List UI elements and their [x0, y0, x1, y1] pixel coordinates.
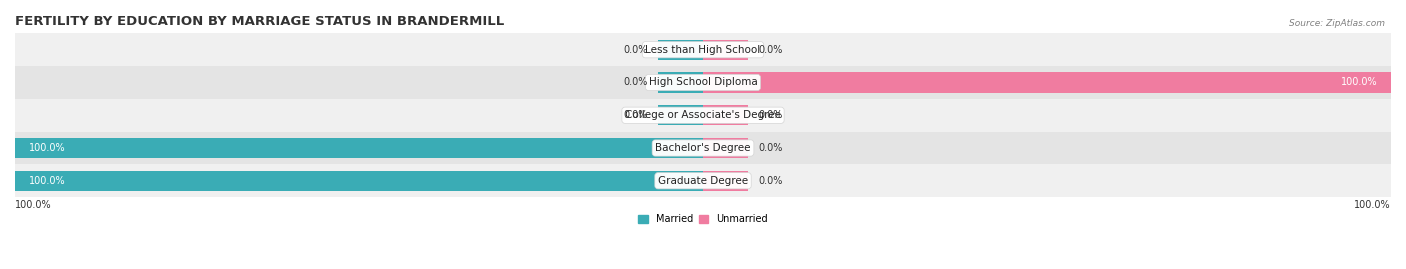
Text: 0.0%: 0.0%: [758, 110, 782, 120]
Bar: [15, 138, 703, 158]
Text: Source: ZipAtlas.com: Source: ZipAtlas.com: [1289, 19, 1385, 28]
Text: 100.0%: 100.0%: [15, 200, 52, 210]
Legend: Married, Unmarried: Married, Unmarried: [634, 211, 772, 228]
Text: Bachelor's Degree: Bachelor's Degree: [655, 143, 751, 153]
Bar: [658, 40, 703, 60]
Text: 100.0%: 100.0%: [28, 143, 66, 153]
Text: 0.0%: 0.0%: [624, 45, 648, 55]
Bar: [15, 132, 1391, 164]
Bar: [703, 138, 748, 158]
Text: Less than High School: Less than High School: [645, 45, 761, 55]
Text: 0.0%: 0.0%: [758, 45, 782, 55]
Bar: [658, 105, 703, 125]
Text: 0.0%: 0.0%: [758, 176, 782, 186]
Bar: [658, 72, 703, 93]
Text: 100.0%: 100.0%: [1340, 77, 1378, 87]
Bar: [15, 171, 703, 191]
Bar: [703, 105, 748, 125]
Bar: [15, 33, 1391, 66]
Text: 0.0%: 0.0%: [624, 77, 648, 87]
Text: Graduate Degree: Graduate Degree: [658, 176, 748, 186]
Bar: [15, 99, 1391, 132]
Text: College or Associate's Degree: College or Associate's Degree: [626, 110, 780, 120]
Bar: [703, 171, 748, 191]
Text: 100.0%: 100.0%: [1354, 200, 1391, 210]
Bar: [15, 164, 1391, 197]
Text: FERTILITY BY EDUCATION BY MARRIAGE STATUS IN BRANDERMILL: FERTILITY BY EDUCATION BY MARRIAGE STATU…: [15, 15, 505, 28]
Text: High School Diploma: High School Diploma: [648, 77, 758, 87]
Text: 0.0%: 0.0%: [624, 110, 648, 120]
Bar: [15, 66, 1391, 99]
Bar: [703, 40, 748, 60]
Text: 0.0%: 0.0%: [758, 143, 782, 153]
Bar: [703, 72, 1391, 93]
Text: 100.0%: 100.0%: [28, 176, 66, 186]
